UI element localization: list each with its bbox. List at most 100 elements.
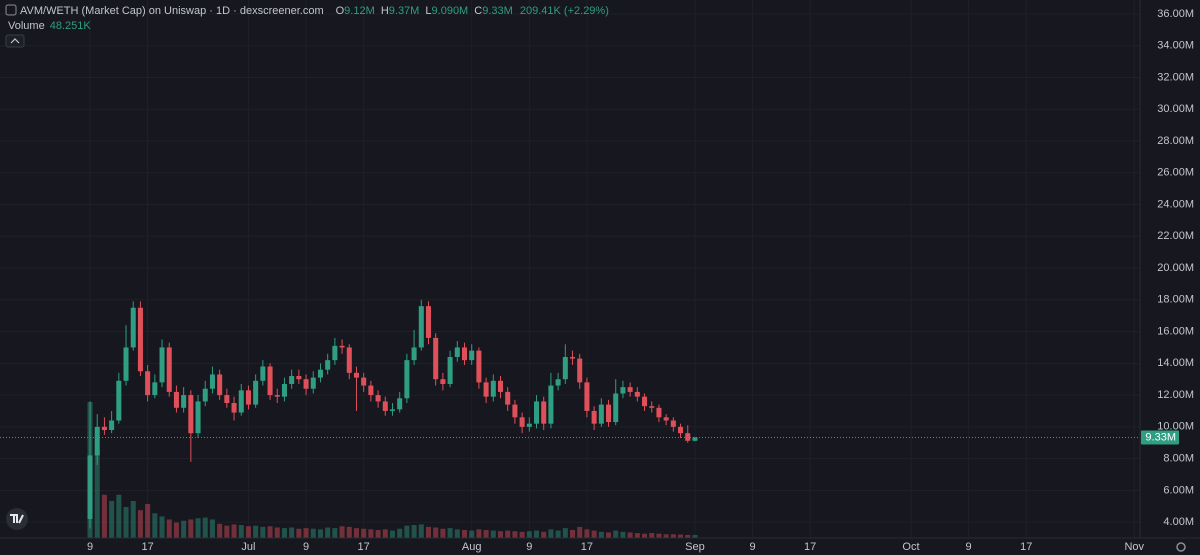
candle-body	[109, 420, 115, 431]
y-tick-label: 20.00M	[1157, 262, 1194, 274]
volume-bar	[181, 520, 187, 538]
y-tick-label: 24.00M	[1157, 198, 1194, 210]
volume-name: Volume	[8, 20, 45, 32]
volume-bar	[260, 526, 266, 538]
candle-body	[375, 395, 381, 402]
candle-body	[188, 395, 194, 434]
y-tick-label: 8.00M	[1163, 453, 1194, 465]
high-label: H	[381, 5, 389, 17]
candle-body	[519, 417, 525, 427]
settings-button[interactable]	[1176, 542, 1186, 552]
volume-bar	[526, 531, 532, 538]
candle-body	[267, 366, 273, 396]
candle-body	[656, 407, 662, 418]
volume-bar	[281, 528, 287, 538]
x-tick-label: Oct	[902, 541, 919, 553]
change-value: 209.41K (+2.29%)	[520, 5, 609, 17]
candle-body	[332, 345, 338, 361]
candle-body	[577, 358, 583, 383]
candle-body	[433, 337, 439, 380]
volume-bar	[440, 528, 446, 538]
candle-body	[584, 382, 590, 411]
volume-bar	[231, 524, 237, 538]
candle-body	[663, 417, 669, 421]
candle-body	[411, 347, 417, 361]
volume-bar	[217, 523, 223, 538]
grid	[0, 0, 1140, 538]
volume-bar	[649, 533, 655, 538]
candle-body	[591, 410, 597, 424]
volume-bar	[274, 527, 280, 538]
volume-bar	[94, 451, 100, 538]
volume-bar	[404, 525, 410, 538]
volume-bar	[577, 526, 583, 538]
volume-bar	[353, 528, 359, 538]
volume-bar	[245, 526, 251, 538]
volume-bar	[512, 531, 518, 538]
candle-body	[440, 379, 446, 384]
candle-body	[260, 366, 266, 381]
volume-bar	[375, 529, 381, 538]
volume-bar	[253, 525, 259, 538]
volume-bar	[296, 528, 302, 538]
candle-body	[562, 356, 568, 380]
candle-body	[137, 307, 143, 372]
x-tick-label: Sep	[685, 541, 705, 553]
ohlc-legend: O9.12M H9.37M L9.090M C9.33M 209.41K (+2…	[336, 5, 609, 17]
volume-bar	[425, 526, 432, 538]
y-tick-label: 32.00M	[1157, 71, 1194, 83]
candle-body	[123, 347, 129, 381]
y-tick-label: 28.00M	[1157, 135, 1194, 147]
volume-bar	[613, 530, 619, 538]
volume-bar	[303, 528, 309, 538]
candle-body	[490, 380, 496, 397]
logo-mark	[10, 514, 24, 524]
volume-bar	[289, 527, 295, 538]
x-tick-label: Aug	[462, 541, 482, 553]
y-tick-label: 6.00M	[1163, 484, 1194, 496]
volume-bar	[195, 518, 201, 538]
candle-body	[310, 377, 316, 389]
candle-body	[461, 347, 468, 361]
candle-body	[281, 383, 287, 397]
symbol-icon[interactable]	[5, 4, 17, 16]
candle-body	[116, 380, 122, 421]
volume-bar	[101, 494, 107, 538]
y-tick-label: 4.00M	[1163, 516, 1194, 528]
volume-bar	[620, 531, 626, 538]
volume-bar	[598, 531, 604, 538]
volume-bar	[555, 530, 561, 538]
candle-body	[173, 391, 179, 408]
volume-bar	[188, 519, 194, 538]
last-price-box	[1141, 430, 1179, 445]
candle-body	[570, 356, 576, 359]
y-tick-label: 36.00M	[1157, 8, 1194, 20]
candle-body	[606, 404, 612, 423]
volume-bar	[642, 533, 648, 538]
volume-bar	[411, 525, 417, 538]
candle-body	[389, 409, 396, 411]
candle-body	[469, 350, 475, 361]
volume-bar	[137, 510, 143, 538]
candle-body	[145, 371, 151, 396]
candle-body	[253, 380, 259, 405]
volume-last: 48.251K	[50, 20, 92, 32]
candle-body	[152, 382, 158, 396]
candle-body	[101, 426, 107, 431]
candle-body	[678, 426, 684, 434]
volume-bar	[476, 529, 482, 538]
volume-bar	[670, 534, 676, 538]
candle-body	[368, 385, 374, 396]
candle-body	[303, 379, 309, 389]
axes: 4.00M 6.00M 8.00M 10.00M 12.00M 14.00M 16.00M 1…	[0, 8, 1194, 553]
candle-body	[692, 437, 698, 441]
volume-bar	[634, 533, 640, 538]
candle-body	[555, 379, 561, 386]
y-tick-label: 34.00M	[1157, 40, 1194, 52]
x-tick-label: 9	[87, 541, 93, 553]
collapse-button[interactable]	[5, 34, 25, 48]
candle-body	[87, 455, 93, 519]
volume-bar	[490, 530, 496, 538]
candle-body	[346, 347, 352, 373]
